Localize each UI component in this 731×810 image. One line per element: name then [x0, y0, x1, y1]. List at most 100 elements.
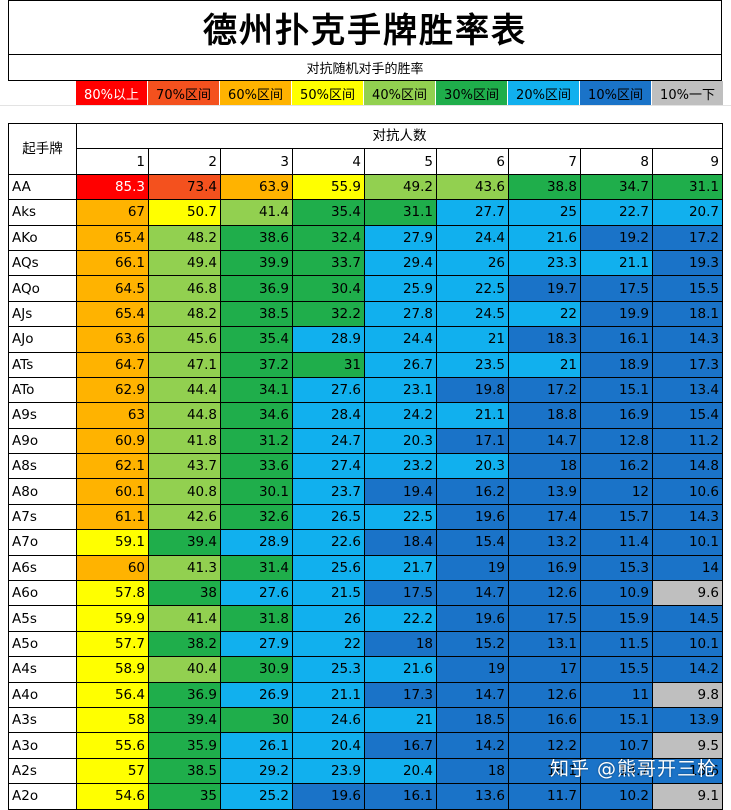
win-rate-cell: 19.6 — [436, 605, 509, 632]
win-rate-cell: 59.9 — [76, 605, 149, 632]
win-rate-cell: 10.7 — [580, 732, 653, 759]
win-rate-cell: 17.3 — [364, 681, 437, 708]
win-rate-cell: 20.4 — [364, 757, 437, 785]
win-rate-cell: 18.5 — [436, 706, 509, 734]
table-row: A9o 60.9 41.8 31.2 24.7 20.3 17.1 14.7 12.8 11.2 — [8, 427, 723, 455]
win-rate-cell: 17.5 — [580, 275, 653, 302]
win-rate-cell: 22.5 — [364, 503, 437, 531]
win-rate-cell: 30.1 — [220, 478, 293, 505]
hand-label: A7o — [8, 529, 77, 556]
table-row: ATs 64.7 47.1 37.2 31 26.7 23.5 21 18.9 17.3 — [8, 351, 723, 378]
win-rate-cell: 55.6 — [76, 732, 149, 759]
win-rate-cell: 10.9 — [580, 580, 653, 607]
hand-label: A4s — [8, 656, 77, 683]
legend-swatch: 10%区间 — [580, 81, 652, 105]
win-rate-cell: 17.1 — [436, 427, 509, 455]
win-rate-cell: 31.2 — [220, 427, 293, 455]
win-rate-cell: 14.7 — [508, 427, 581, 455]
table-row: A5o 57.7 38.2 27.9 22 18 15.2 13.1 11.5 10.1 — [8, 630, 723, 658]
win-rate-cell: 15.5 — [580, 656, 653, 683]
table-row: A6s 60 41.3 31.4 25.6 21.7 19 16.9 15.3 14 — [8, 554, 723, 582]
win-rate-cell: 14.3 — [652, 326, 723, 353]
win-rate-cell: 31 — [292, 351, 365, 378]
win-rate-cell: 19.4 — [364, 478, 437, 505]
win-rate-cell: 14.7 — [436, 580, 509, 607]
table-row: A3s 58 39.4 30 24.6 21 18.5 16.6 15.1 13.9 — [8, 706, 723, 734]
win-rate-cell: 41.4 — [220, 199, 293, 226]
win-rate-cell: 18.4 — [364, 529, 437, 556]
win-rate-cell: 13.2 — [508, 529, 581, 556]
win-rate-cell: 63.6 — [76, 326, 149, 353]
win-rate-cell: 17.3 — [652, 351, 723, 378]
win-rate-cell: 56.4 — [76, 681, 149, 708]
win-rate-cell: 25.3 — [292, 656, 365, 683]
win-rate-cell: 10.2 — [580, 783, 653, 810]
opponent-count-header: 5 — [364, 148, 437, 175]
win-rate-cell: 65.4 — [76, 224, 149, 251]
win-rate-cell: 38.2 — [148, 630, 221, 658]
win-rate-cell: 26.7 — [364, 351, 437, 378]
win-rate-cell: 44.4 — [148, 376, 221, 404]
win-rate-cell: 36.9 — [220, 275, 293, 302]
win-rate-cell: 20.4 — [292, 732, 365, 759]
win-rate-cell: 30 — [220, 706, 293, 734]
legend-swatch: 80%以上 — [76, 81, 148, 105]
hand-label: A6o — [8, 580, 77, 607]
win-rate-cell: 35.9 — [148, 732, 221, 759]
win-rate-cell: 24.4 — [364, 326, 437, 353]
win-rate-cell: 13.9 — [652, 706, 723, 734]
win-rate-cell: 38.5 — [148, 757, 221, 785]
table-row: AA 85.3 73.4 63.9 55.9 49.2 43.6 38.8 34.7 31.1 — [8, 173, 723, 201]
opponent-count-header: 1 — [76, 148, 149, 175]
win-rate-cell: 17.4 — [508, 503, 581, 531]
table-row: AKo 65.4 48.2 38.6 32.4 27.9 24.4 21.6 19.2 17.2 — [8, 224, 723, 251]
win-rate-cell: 26.5 — [292, 503, 365, 531]
win-rate-cell: 41.4 — [148, 605, 221, 632]
win-rate-cell: 85.3 — [76, 173, 149, 201]
hand-label: A3s — [8, 706, 77, 734]
hand-label: A4o — [8, 681, 77, 708]
watermark-text: 知乎 @熊哥开三枪 — [549, 758, 717, 780]
win-rate-cell: 18.3 — [508, 326, 581, 353]
table-row: A9s 63 44.8 34.6 28.4 24.2 21.1 18.8 16.9 15.4 — [8, 402, 723, 429]
page-subtitle: 对抗随机对手的胜率 — [8, 55, 722, 81]
win-rate-cell: 34.1 — [220, 376, 293, 404]
win-rate-cell: 9.8 — [652, 681, 723, 708]
win-rate-cell: 49.2 — [364, 173, 437, 201]
win-rate-cell: 15.1 — [580, 706, 653, 734]
win-rate-cell: 59.1 — [76, 529, 149, 556]
hand-label: A8o — [8, 478, 77, 505]
win-rate-cell: 27.6 — [220, 580, 293, 607]
win-rate-cell: 26 — [436, 249, 509, 277]
win-rate-cell: 66.1 — [76, 249, 149, 277]
win-rate-cell: 26.9 — [220, 681, 293, 708]
table-row: A4s 58.9 40.4 30.9 25.3 21.6 19 17 15.5 14.2 — [8, 656, 723, 683]
win-rate-cell: 23.9 — [292, 757, 365, 785]
table-row: A2s 57 38.5 29.2 23.9 20.4 18 16.1 14.7 13.6 — [8, 757, 723, 785]
win-rate-cell: 35 — [148, 783, 221, 810]
win-rate-cell: 31.4 — [220, 554, 293, 582]
win-rate-cell: 28.4 — [292, 402, 365, 429]
win-rate-cell: 20.3 — [364, 427, 437, 455]
table-row: ATo 62.9 44.4 34.1 27.6 23.1 19.8 17.2 15.1 13.4 — [8, 376, 723, 404]
hand-label: ATo — [8, 376, 77, 404]
win-rate-cell: 57.8 — [76, 580, 149, 607]
win-rate-cell: 43.6 — [436, 173, 509, 201]
win-rate-cell: 38.5 — [220, 300, 293, 328]
legend-swatch: 50%区间 — [292, 81, 364, 105]
opponent-count-header: 9 — [652, 148, 723, 175]
win-rate-cell: 10.1 — [652, 630, 723, 658]
win-rate-cell: 24.5 — [436, 300, 509, 328]
win-rate-cell: 64.5 — [76, 275, 149, 302]
win-rate-cell: 15.9 — [580, 605, 653, 632]
hand-label: A7s — [8, 503, 77, 531]
win-rate-cell: 62.9 — [76, 376, 149, 404]
win-rate-cell: 47.1 — [148, 351, 221, 378]
hand-label: A8s — [8, 453, 77, 480]
win-rate-cell: 18.8 — [508, 402, 581, 429]
win-rate-cell: 13.4 — [652, 376, 723, 404]
win-rate-cell: 35.4 — [292, 199, 365, 226]
win-rate-cell: 27.8 — [364, 300, 437, 328]
win-rate-cell: 18 — [508, 453, 581, 480]
